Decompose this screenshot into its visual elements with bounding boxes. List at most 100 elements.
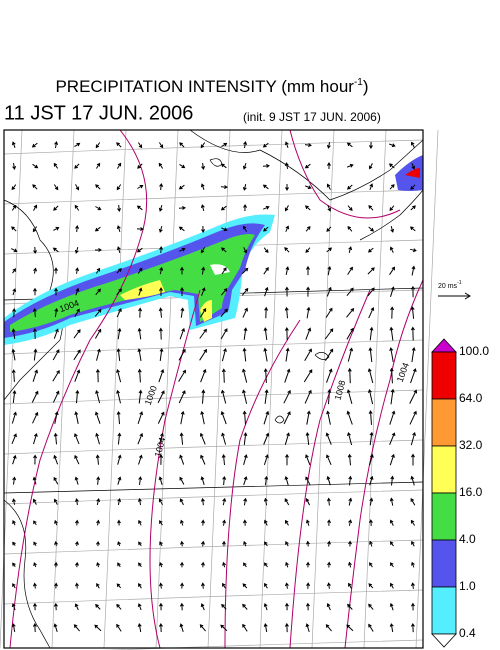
wind-arrow [283,411,291,425]
wind-arrow [263,410,270,425]
island [314,352,330,360]
wind-arrow [221,227,228,232]
wind-arrow [73,329,81,339]
wind-arrow [94,328,102,339]
wind-arrow [326,183,331,190]
wind-arrow [116,246,121,254]
meridian [311,129,335,649]
colorbar-cap [431,338,457,353]
wind-arrow [284,247,290,253]
map-frame [3,129,424,649]
wind-arrow [179,247,186,252]
wind-arrow [33,520,37,526]
wind-arrow [390,286,395,297]
wind-arrow [326,162,331,169]
wind-arrow [158,162,164,169]
wind-arrow [242,347,247,362]
wind-arrow [243,225,247,232]
wind-arrow [410,326,415,341]
wind-arrow [390,388,395,405]
wind-arrow [324,328,334,340]
wind-arrow [32,163,39,169]
wind-arrow [284,602,289,611]
wind-arrow [410,602,415,611]
wind-arrow [346,624,354,632]
wind-arrow [304,348,312,362]
wind-arrow [96,498,101,506]
wind-arrow [304,205,311,211]
wind-arrow [180,540,184,547]
wind-arrow [305,265,310,276]
wind-arrow [11,348,16,361]
meridian [51,129,75,649]
wind-arrow [137,327,142,340]
wind-arrow [221,247,227,253]
wind-arrow [178,205,186,210]
wind-arrow [264,389,269,404]
wind-arrow [199,328,207,339]
coast [359,189,424,241]
wind-arrow [137,497,142,506]
wind-arrow [73,349,81,361]
colorbar-segment [431,586,457,635]
wind-arrow [390,306,395,319]
wind-arrow [96,476,101,485]
wind-arrow [410,368,417,384]
wind-arrow [369,540,373,547]
wind-arrow [53,162,59,169]
wind-arrow [200,204,205,212]
wind-arrow [116,348,121,361]
wind-arrow [346,142,353,148]
wind-arrow [222,582,226,589]
wind-arrow [306,582,311,589]
wind-arrow [369,497,374,506]
wind-arrow [138,541,142,547]
wind-arrow [220,163,227,169]
wind-arrow [264,306,269,319]
wind-arrow [158,204,163,212]
wind-arrow [117,327,122,340]
wind-arrow [137,348,142,361]
wind-arrow [158,476,163,485]
title-close: ) [363,77,369,96]
colorbar-label: 1.0 [459,579,476,593]
wind-arrow [158,498,163,506]
wind-arrow [11,328,16,339]
wind-arrow [53,184,59,191]
wind-arrow [284,306,289,319]
wind-arrow [284,286,289,297]
wind-arrow [11,411,17,424]
parallel [3,589,424,605]
wind-arrow [409,410,417,425]
wind-arrow [262,184,269,190]
colorbar-segment [431,539,457,588]
wind-arrow [243,540,247,547]
wind-arrow [347,347,354,362]
wind-arrow [11,248,18,253]
colorbar-label: 32.0 [459,438,483,452]
wind-arrow [159,348,164,362]
wind-arrow [137,603,142,611]
wind-arrow [264,286,269,297]
wind-arrow [94,624,102,632]
wind-arrow [220,389,227,404]
wind-arrow [390,225,395,233]
wind-arrow [348,561,352,568]
wind-arrow [369,431,374,446]
wind-arrow [262,142,269,148]
wind-arrow [95,540,100,547]
wind-arrow [157,411,165,424]
wind-arrow [95,389,101,404]
wind-arrow [117,541,121,547]
wind-arrow [305,498,311,506]
wind-arrow [158,225,163,233]
wind-arrow [33,562,37,568]
wind-arrow [199,624,206,632]
wind-arrow [74,476,79,485]
wind-arrow [389,143,396,148]
wind-arrow [262,163,270,168]
wind-arrow [306,540,310,547]
wind-arrow [367,388,374,405]
wind-arrow [306,519,310,526]
wind-arrow [221,347,227,362]
